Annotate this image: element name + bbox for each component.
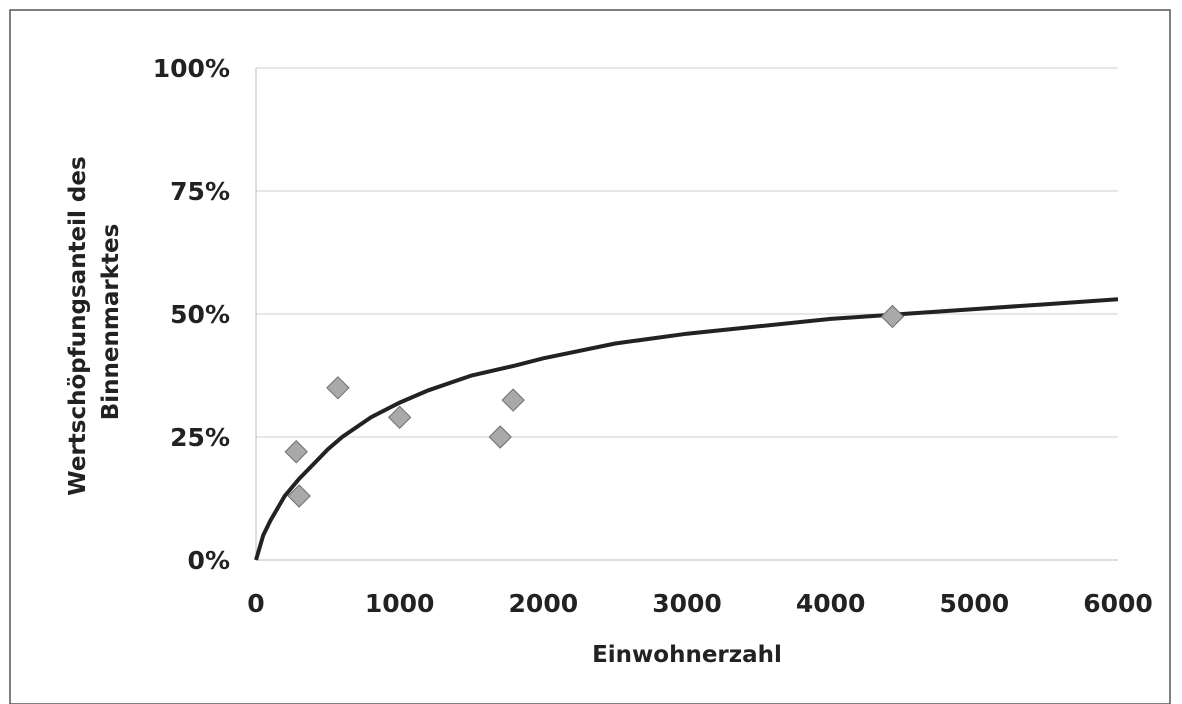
- x-tick-label: 5000: [940, 589, 1010, 618]
- x-tick-label: 0: [247, 589, 264, 618]
- x-tick-label: 2000: [509, 589, 579, 618]
- y-tick-label: 75%: [170, 177, 230, 206]
- x-tick-label: 1000: [365, 589, 435, 618]
- chart-frame: [9, 9, 1171, 704]
- y-axis-title-line-2: Binnenmarktes: [98, 224, 124, 421]
- x-tick-label: 6000: [1083, 589, 1153, 618]
- y-tick-label: 50%: [170, 300, 230, 329]
- x-tick-label: 4000: [796, 589, 866, 618]
- x-axis-title: Einwohnerzahl: [592, 642, 782, 668]
- data-point: [488, 425, 512, 449]
- data-point: [326, 376, 350, 400]
- y-tick-labels: 0% 25% 50% 75% 100%: [153, 54, 230, 575]
- data-point: [501, 388, 525, 412]
- x-tick-labels: 0 1000 2000 3000 4000 5000 6000: [247, 589, 1153, 618]
- data-point: [284, 440, 308, 464]
- y-tick-label: 0%: [188, 546, 230, 575]
- data-point: [880, 304, 905, 329]
- data-points: [284, 304, 905, 508]
- data-point: [287, 484, 311, 508]
- trend-line: [254, 297, 1119, 561]
- y-tick-label: 100%: [153, 54, 230, 83]
- data-point: [387, 405, 412, 430]
- gridlines: [256, 67, 1118, 438]
- y-axis-title: Wertschöpfungsanteil des Binnenmarktes: [65, 148, 124, 495]
- x-tick-label: 3000: [652, 589, 722, 618]
- y-axis-title-line-1: Wertschöpfungsanteil des: [65, 156, 91, 495]
- y-tick-label: 25%: [170, 423, 230, 452]
